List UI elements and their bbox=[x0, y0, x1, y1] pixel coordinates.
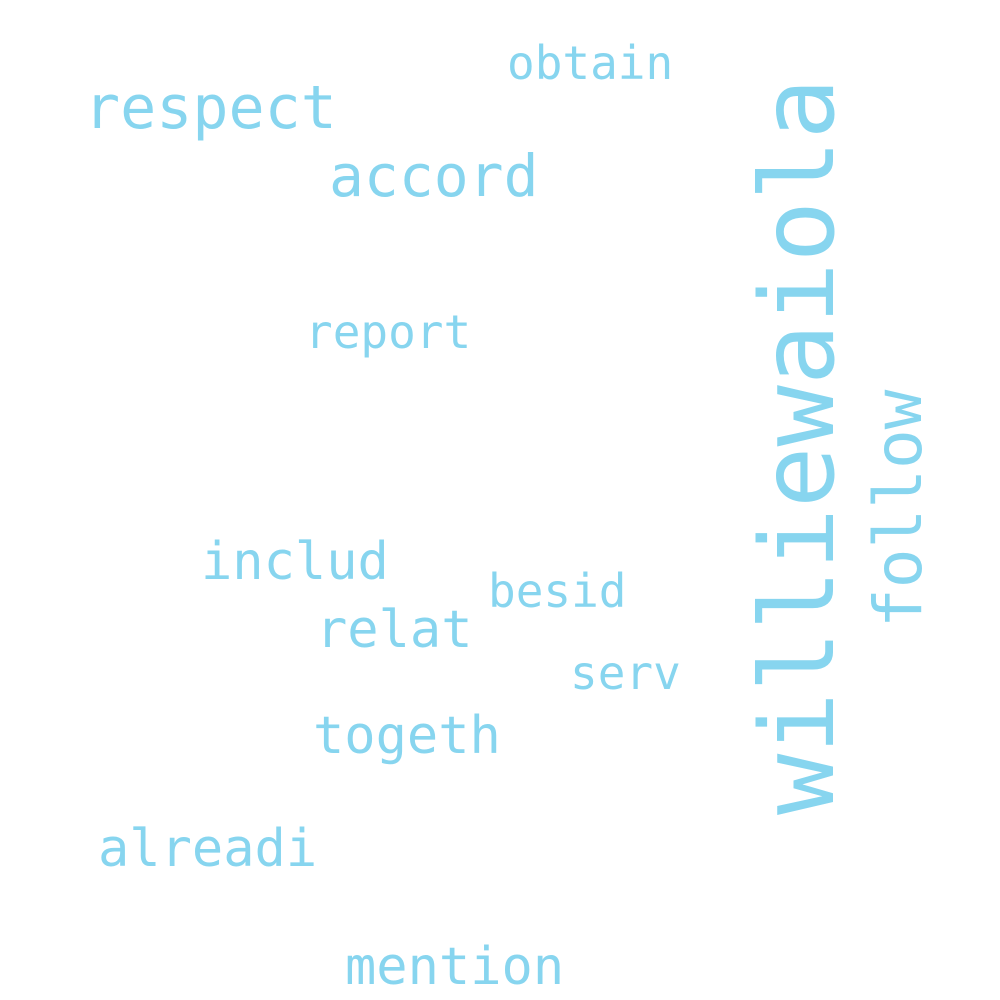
word-besid: besid bbox=[488, 564, 627, 618]
word-alreadi: alreadi bbox=[98, 819, 318, 879]
word-mention: mention bbox=[345, 937, 565, 997]
word-relat: relat bbox=[316, 600, 473, 660]
word-accord: accord bbox=[329, 142, 539, 210]
word-follow: follow bbox=[860, 389, 937, 628]
word-togeth: togeth bbox=[313, 706, 501, 766]
word-report: report bbox=[305, 305, 472, 359]
word-williewaiola: williewaiola bbox=[739, 78, 858, 815]
word-serv: serv bbox=[570, 646, 681, 700]
word-includ: includ bbox=[201, 532, 389, 592]
word-obtain: obtain bbox=[507, 36, 674, 90]
word-respect: respect bbox=[84, 73, 337, 143]
